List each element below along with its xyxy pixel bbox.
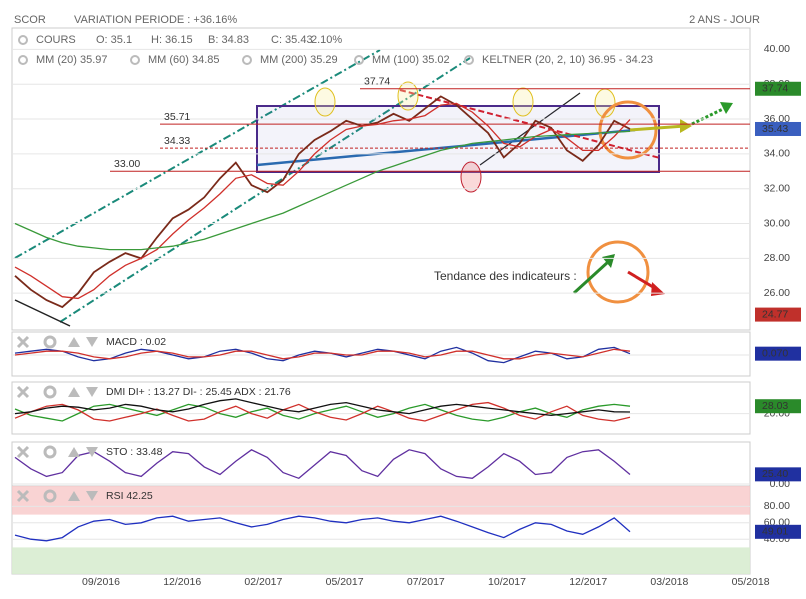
legend-item: B: 34.83 [208,34,249,46]
level-label: 37.74 [364,76,390,88]
annotation: Tendance des indicateurs : [434,269,577,283]
value-tag-label: 37.74 [762,83,788,95]
value-tag [755,121,801,136]
legend-item: MM (100) 35.02 [372,54,450,66]
x-tick-label: 05/2017 [326,576,364,588]
legend-item: O: 35.1 [96,34,132,46]
legend-item: C: 35.43 [271,34,313,46]
legend-item: MM (20) 35.97 [36,54,108,66]
title: SCOR [14,14,46,26]
x-tick-label: 07/2017 [407,576,445,588]
y-tick-label: 32.00 [764,182,790,194]
close-icon [16,445,30,459]
value-tag-label: 25.40 [762,468,788,480]
y-tick-label: 34.00 [764,148,790,160]
value-tag [755,399,801,414]
panel-frame [11,331,751,377]
series-line [14,449,631,480]
legend-gear [18,35,28,45]
x-tick-label: 12/2017 [569,576,607,588]
series-line [14,95,631,309]
legend-item: MM (200) 35.29 [260,54,338,66]
value-tag [755,81,801,96]
value-tag [755,346,801,361]
legend-item: 2.10% [311,34,342,46]
level-label: 33.00 [114,158,140,170]
panel-label: RSI 42.25 [106,490,153,502]
down-icon [86,447,98,457]
settings-icon [43,489,57,503]
y-tick-label: 30.00 [764,217,790,229]
series-line [14,398,631,417]
panel-label: DMI DI+ : 13.27 DI- : 25.45 ADX : 21.76 [106,386,291,398]
legend-gear [354,55,364,65]
down-icon [86,337,98,347]
value-tag-label: 49.01 [762,526,788,538]
up-icon [68,337,80,347]
x-tick-label: 02/2017 [244,576,282,588]
value-tag [755,307,801,322]
x-tick-label: 12/2016 [163,576,201,588]
down-icon [86,491,98,501]
x-tick-label: 09/2016 [82,576,120,588]
panel-label: STO : 33.48 [106,446,163,458]
overbought-zone [12,486,750,515]
legend-gear [464,55,474,65]
close-icon [16,489,30,503]
close-icon [16,385,30,399]
x-tick-label: 03/2018 [650,576,688,588]
value-tag-label: 0.070 [762,347,788,359]
period: 2 ANS - JOUR [689,14,760,26]
legend-gear [18,55,28,65]
legend-item: MM (60) 34.85 [148,54,220,66]
legend-gear [242,55,252,65]
value-tag-label: 28.03 [762,400,788,412]
series-line [14,102,631,300]
settings-icon [43,445,57,459]
value-tag [755,467,801,482]
series-line [14,346,631,364]
variation: VARIATION PERIODE : +36.16% [74,14,237,26]
panel-frame [11,381,751,435]
level-label: 34.33 [164,135,190,147]
down-icon [86,387,98,397]
header-bar [0,0,806,30]
settings-icon [43,385,57,399]
legend-item: H: 36.15 [151,34,193,46]
y-tick-label: 40.00 [764,43,790,55]
y-tick-label: 28.00 [764,252,790,264]
series-line [14,401,631,422]
oversold-zone [12,547,750,574]
drawings [14,49,733,327]
legend-item: KELTNER (20, 2, 10) 36.95 - 34.23 [482,54,653,66]
series-line [14,515,631,542]
series-line [14,130,631,251]
legend-item: COURS [36,34,76,46]
series-line [14,348,631,360]
y-tick-label: 26.00 [764,287,790,299]
up-icon [68,387,80,397]
x-tick-label: 05/2018 [732,576,770,588]
value-tag-label: 24.77 [762,308,788,320]
y-tick-label: 36.00 [764,113,790,125]
close-icon [16,335,30,349]
value-tag-label: 35.43 [762,123,788,135]
legend-gear [130,55,140,65]
panel-label: MACD : 0.02 [106,336,166,348]
level-label: 35.71 [164,111,190,123]
value-tag [755,524,801,539]
up-icon [68,447,80,457]
settings-icon [43,335,57,349]
up-icon [68,491,80,501]
x-tick-label: 10/2017 [488,576,526,588]
y-tick-label: 80.00 [764,500,790,512]
panel-frame [11,27,751,331]
